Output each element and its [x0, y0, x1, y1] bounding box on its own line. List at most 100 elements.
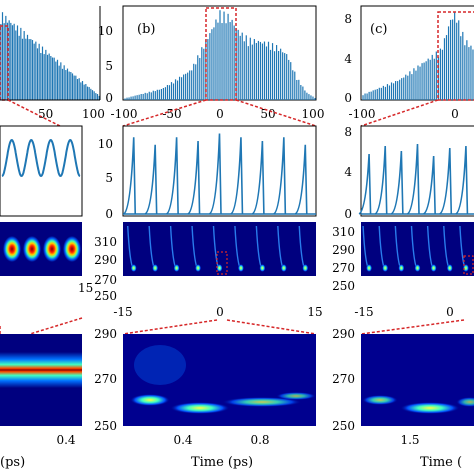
panel-b-mid-pulse-6	[251, 140, 265, 215]
panel-c-top-xtick-0: -100	[349, 107, 376, 121]
panel-c-mid-ytick-0: 0	[344, 207, 352, 221]
panel-a-top-xtick-1: 100	[82, 107, 105, 121]
panel-c-mid-frame	[360, 125, 474, 217]
panel-c-mid-ytick-1: 4	[344, 165, 352, 179]
panel-b-spec-spot-4	[216, 264, 223, 272]
panel-c-mid-ytick-2: 8	[344, 125, 352, 139]
panel-a-spec-spot-2	[43, 236, 61, 262]
panel-b-zoom-ridge-2	[170, 402, 230, 414]
panel-b-top-xtick-3: 50	[260, 107, 275, 121]
panel-c-zoom-features	[362, 395, 474, 414]
panel-a-mid-series-line	[1, 138, 81, 178]
panel-c-spec-xtick-0: -15	[354, 305, 373, 319]
panel-b-mid-ytick-0: 0	[105, 207, 113, 221]
panel-b-mid-pulse-3	[187, 140, 201, 215]
connector-c3	[360, 319, 465, 335]
panel-a-mid-chart	[0, 125, 83, 217]
connector-c1	[360, 99, 439, 127]
panel-a-zoom-heatmap: 0.4 (ps)	[0, 334, 82, 470]
connector-b1-left	[122, 99, 207, 127]
panel-c-zoom-ridge-2	[400, 402, 460, 414]
panel-b-top-chart: (b) 0 5 10 -100 -50 0 50 100	[98, 5, 325, 121]
panel-c-top-ytick-2: 8	[344, 12, 352, 26]
panel-b-spec-spot-5	[237, 264, 244, 272]
panel-c-mid-pulses	[358, 143, 474, 215]
panel-a-top-bars	[0, 12, 100, 100]
panel-a-zoom-xlabel: (ps)	[0, 455, 25, 470]
panel-b-label: (b)	[137, 22, 155, 37]
connector-b1-right	[235, 99, 317, 127]
panel-b-zoom-ridge-3	[222, 397, 302, 407]
panel-b-spec-heatmap: 310 290 270 250 -15 0 15	[94, 222, 323, 319]
panel-b-spec-xtick-1: 0	[216, 305, 224, 319]
panel-a-zoom-band	[0, 352, 82, 388]
panel-b-zoom-xlabel: Time (ps)	[191, 455, 253, 470]
panel-c-zoom-ridge-1	[362, 395, 398, 405]
panel-b-spec-spot-3	[195, 264, 202, 272]
panel-b-zoom-ytick-1: 270	[94, 372, 117, 386]
panel-b-spec-spot-1	[152, 264, 159, 272]
panel-b-zoom-ridge-4	[276, 392, 316, 400]
panel-a-spec-xtick-0: 15	[78, 281, 93, 295]
panel-b-mid-frame	[122, 125, 317, 217]
panel-c-mid-chart: 0 4 8	[344, 125, 474, 221]
panel-b-spec-ytick-0: 310	[94, 235, 117, 249]
panel-c-mid-pulse-3	[406, 143, 420, 215]
panel-a-spec-spot-1	[23, 236, 41, 262]
panel-b-mid-ytick-1: 5	[105, 171, 113, 185]
panel-c-zoom-xtick-0: 1.5	[400, 433, 419, 447]
panel-b-zoom-xtick-0: 0.4	[173, 433, 192, 447]
panel-c-spec-spot-3	[414, 264, 421, 272]
panel-c-spec-ytick-1: 290	[332, 243, 355, 257]
panel-a-zoom-xtick-0: 0.4	[56, 433, 75, 447]
panel-c-spec-spot-5	[446, 264, 453, 272]
panel-c-mid-pulse-0	[358, 153, 372, 215]
panel-b-mid-pulse-1	[144, 144, 158, 215]
panel-b-zoom-ridge-1	[130, 394, 170, 406]
panel-b-spec-highlight-box	[216, 251, 228, 275]
panel-a-spec-spot-0	[3, 236, 21, 262]
panel-b-spec-spot-6	[259, 264, 266, 272]
panel-c-top-chart: (c) 0 4 8 -100 0	[344, 5, 474, 121]
panel-c-mid-pulse-1	[374, 145, 388, 215]
panel-b-mid-pulse-0	[123, 137, 137, 215]
panel-b-spec-ytick-2: 270	[94, 273, 117, 287]
panel-c-zoom-ytick-1: 270	[332, 372, 355, 386]
panel-c-label: (c)	[370, 22, 387, 37]
panel-a-top-xtick-0: 50	[38, 107, 53, 121]
panel-b-mid-pulse-2	[166, 137, 179, 215]
panel-b-spec-xtick-2: 15	[307, 305, 322, 319]
panel-c-mid-pulse-2	[390, 150, 404, 215]
panel-b-mid-chart: 0 5 10	[98, 125, 317, 221]
panel-c-top-xtick-1: 0	[451, 107, 459, 121]
panel-b-zoom-features	[130, 345, 316, 414]
panel-c-spec-spot-0	[366, 264, 373, 272]
panel-c-mid-pulse-6	[455, 145, 469, 215]
panel-c-zoom-ridge-3	[456, 397, 474, 407]
panel-c-mid-pulse-5	[439, 147, 453, 215]
panel-b-top-xtick-1: -50	[162, 107, 181, 121]
panel-b-top-xtick-0: -100	[111, 107, 138, 121]
panel-b-mid-pulses	[123, 133, 316, 215]
panel-c-top-ytick-1: 4	[344, 52, 352, 66]
panel-b-spec-xtick-0: -15	[113, 305, 132, 319]
panel-c-top-bars	[362, 12, 474, 100]
connector-a3-right	[29, 317, 83, 335]
panel-c-top-highlight-box	[437, 11, 474, 101]
panel-b-spec-spots	[127, 225, 309, 272]
panel-c-zoom-heatmap: 290 270 250 1.5 Time (	[332, 327, 474, 470]
panel-b-spec-spot-0	[130, 264, 137, 272]
panel-b-mid-pulse-4	[208, 133, 222, 215]
panel-b-top-xtick-4: 100	[302, 107, 325, 121]
panel-c-top-ytick-0: 0	[344, 91, 352, 105]
panel-a-mid-frame	[0, 125, 83, 217]
panel-b-spec-ytick-1: 290	[94, 253, 117, 267]
panel-b-spec-spot-7	[280, 264, 287, 272]
panel-b-top-ytick-1: 5	[105, 59, 113, 73]
panel-a-spec-spot-3	[63, 236, 81, 262]
panel-b-zoom-ytick-2: 250	[94, 419, 117, 433]
panel-b-top-ytick-2: 10	[98, 24, 113, 38]
panel-c-spec-spot-4	[430, 264, 437, 272]
panel-c-spec-spots	[362, 225, 469, 272]
